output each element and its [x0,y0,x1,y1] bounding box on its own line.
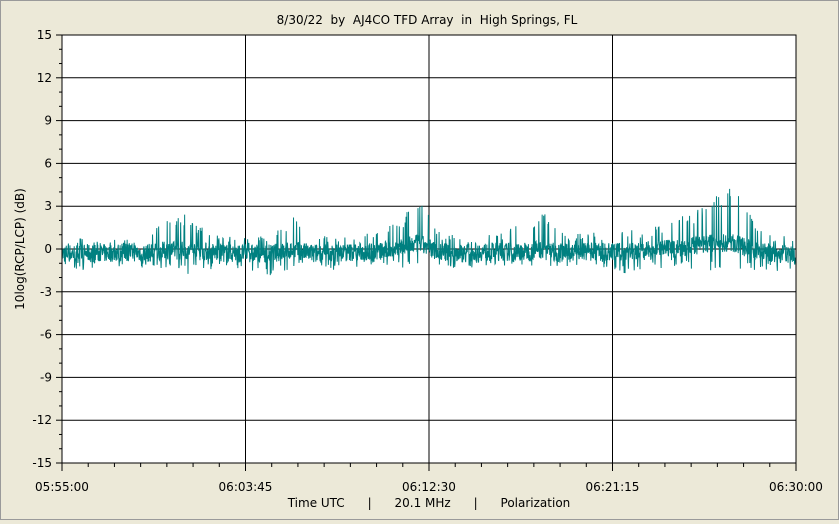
chart-title: 8/30/22 by AJ4CO TFD Array in High Sprin… [277,13,578,27]
y-tick-label: 0 [44,242,52,256]
y-tick-label: 12 [37,71,52,85]
y-tick-label: 9 [44,114,52,128]
axes [56,34,797,471]
y-tick-label: -9 [40,370,52,384]
y-tick-label: -12 [32,413,52,427]
x-tick-label: 06:21:15 [586,480,640,494]
y-tick-label: 3 [44,199,52,213]
y-tick-label: -15 [32,456,52,470]
x-tick-label: 06:30:00 [769,480,823,494]
y-tick-label: -3 [40,285,52,299]
y-tick-label: 6 [44,156,52,170]
x-tick-labels: 05:55:00 06:03:45 06:12:30 06:21:15 06:30:00 [35,480,823,494]
series-line [61,188,797,276]
x-tick-label: 06:03:45 [219,480,273,494]
x-tick-label: 06:12:30 [402,480,456,494]
x-tick-label: 05:55:00 [35,480,89,494]
x-axis-label: Time UTC | 20.1 MHz | Polarization [287,496,571,510]
y-axis-label: 10log(RCP/LCP) (dB) [13,188,27,310]
series-polarization [61,188,797,276]
y-tick-label: -6 [40,328,52,342]
y-tick-label: 15 [37,28,52,42]
y-tick-labels: 15 12 9 6 3 0 -3 -6 -9 -12 -15 [32,28,52,470]
